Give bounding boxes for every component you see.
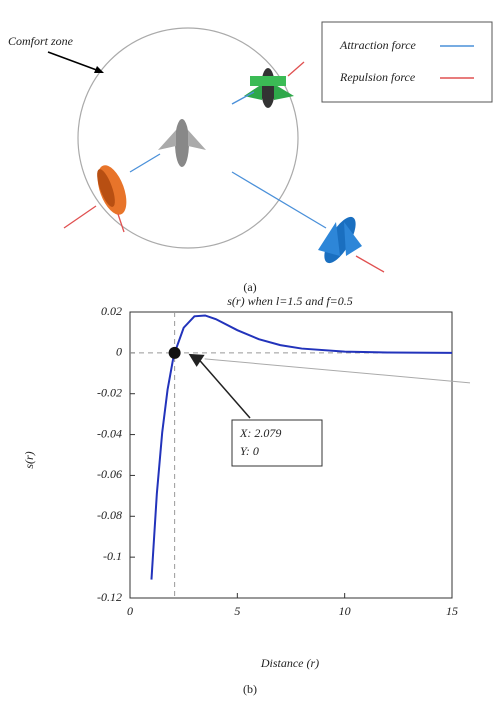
legend-box — [322, 22, 492, 102]
caption: (a) — [243, 280, 256, 294]
tip-arrow-head — [189, 354, 205, 367]
x-tick-label: 5 — [234, 604, 240, 618]
tip-text: Y: 0 — [240, 444, 259, 458]
x-tick-label: 0 — [127, 604, 133, 618]
data-tip-point — [169, 347, 181, 359]
tip-text: X: 2.079 — [239, 426, 281, 440]
y-tick-label: 0.02 — [101, 304, 122, 318]
y-tick-label: -0.06 — [97, 467, 122, 481]
grasshopper-blue — [318, 212, 362, 267]
chart-title: s(r) when l=1.5 and f=0.5 — [227, 294, 353, 308]
grasshopper-gray — [158, 119, 206, 167]
y-tick-label: 0 — [116, 345, 122, 359]
figure: Comfort zone Attraction force Repulsion … — [0, 0, 501, 704]
caption: (b) — [243, 682, 257, 696]
y-tick-label: -0.08 — [97, 508, 122, 522]
y-tick-label: -0.1 — [103, 549, 122, 563]
y-tick-label: -0.12 — [97, 590, 122, 604]
diagram: Comfort zone Attraction force Repulsion … — [8, 22, 492, 294]
grasshopper-orange — [92, 161, 132, 218]
tip-leader — [205, 359, 470, 383]
x-axis-label: Distance (r) — [260, 656, 319, 670]
legend-label: Repulsion force — [339, 70, 416, 84]
x-tick-label: 15 — [446, 604, 458, 618]
tip-arrow — [197, 357, 250, 418]
legend-label: Attraction force — [339, 38, 417, 52]
zone-label: Comfort zone — [8, 34, 74, 48]
y-tick-label: -0.04 — [97, 426, 122, 440]
zone-arrow — [48, 52, 102, 72]
y-axis-label: s(r) — [22, 451, 36, 468]
plot: 0.02 0 -0.02 -0.04 -0.06 -0.08 -0.1 -0.12 0 5 10 15… — [97, 304, 470, 618]
x-tick-label: 10 — [339, 604, 351, 618]
y-tick-label: -0.02 — [97, 385, 122, 399]
